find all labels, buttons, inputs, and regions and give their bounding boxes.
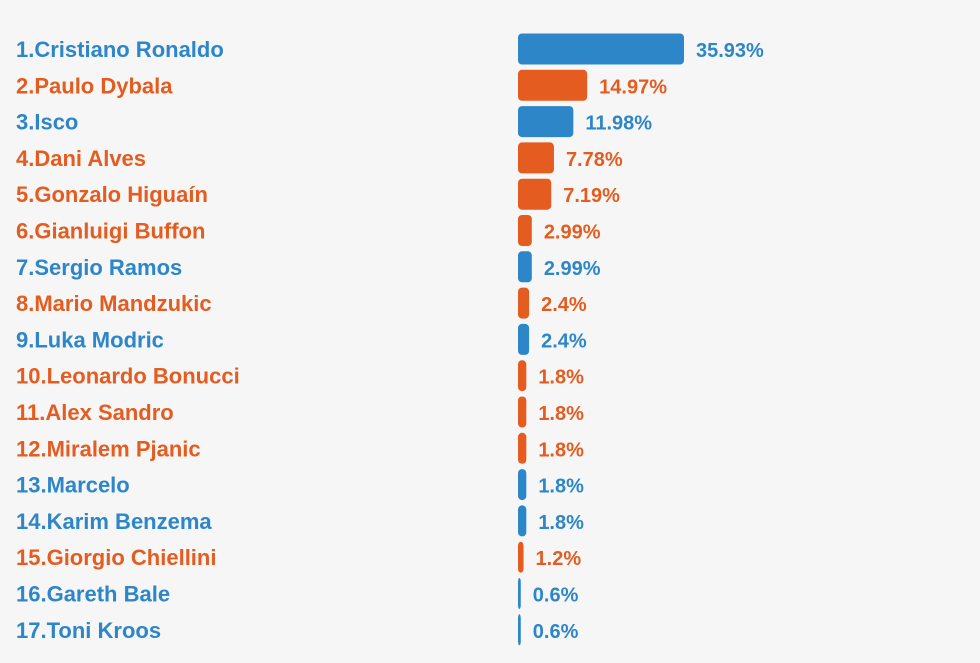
bar (518, 469, 527, 501)
bar (518, 69, 588, 101)
bar (518, 178, 552, 210)
value-label: 1.8% (538, 512, 584, 534)
category-label: 15.Giorgio Chiellini (16, 545, 216, 570)
value-label: 2.99% (544, 258, 601, 280)
bar (518, 323, 530, 355)
value-label: 11.98% (585, 113, 652, 135)
value-label: 1.8% (538, 476, 584, 498)
bar (518, 614, 521, 646)
value-label: 2.4% (541, 330, 587, 352)
category-label: 10.Leonardo Bonucci (16, 364, 240, 389)
category-label: 1.Cristiano Ronaldo (16, 37, 224, 62)
category-label: 6.Gianluigi Buffon (16, 219, 205, 244)
bar (518, 505, 527, 537)
category-label: 9.Luka Modric (16, 327, 164, 352)
value-label: 2.4% (541, 294, 587, 316)
bar (518, 106, 574, 138)
bar (518, 215, 532, 246)
category-label: 11.Alex Sandro (16, 400, 174, 425)
bar (518, 432, 527, 464)
category-label: 16.Gareth Bale (16, 582, 170, 607)
category-label: 14.Karim Benzema (16, 509, 212, 534)
category-label: 13.Marcelo (16, 473, 130, 498)
bar (518, 578, 521, 609)
bar (518, 541, 524, 573)
bar (518, 396, 527, 428)
category-label: 12.Miralem Pjanic (16, 436, 201, 461)
bar (518, 360, 527, 392)
bar (518, 33, 684, 65)
value-label: 0.6% (533, 585, 579, 607)
value-label: 7.78% (566, 149, 623, 171)
bar (518, 287, 530, 319)
category-label: 5.Gonzalo Higuaín (16, 182, 208, 207)
value-label: 0.6% (533, 621, 579, 643)
value-label: 7.19% (563, 185, 620, 207)
category-label: 17.Toni Kroos (16, 618, 161, 643)
value-label: 35.93% (696, 40, 764, 62)
category-label: 3.Isco (16, 110, 78, 135)
value-label: 14.97% (599, 76, 667, 98)
value-label: 2.99% (544, 222, 601, 244)
category-label: 8.Mario Mandzukic (16, 291, 212, 316)
value-label: 1.8% (538, 439, 584, 461)
bar (518, 142, 554, 174)
value-label: 1.8% (538, 367, 584, 389)
value-label: 1.8% (538, 403, 584, 425)
value-label: 1.2% (536, 548, 582, 570)
category-label: 2.Paulo Dybala (16, 73, 173, 98)
bar (518, 251, 532, 283)
category-label: 4.Dani Alves (16, 146, 146, 171)
category-label: 7.Sergio Ramos (16, 255, 182, 280)
